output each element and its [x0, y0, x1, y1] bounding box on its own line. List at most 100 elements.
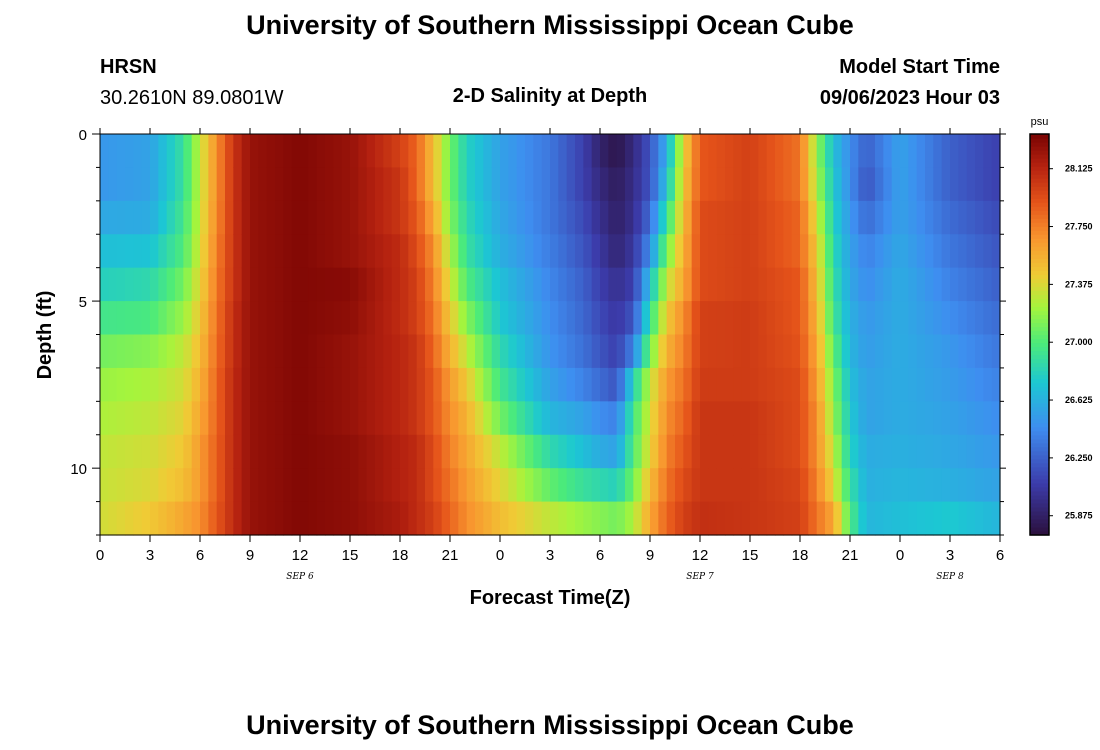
heatmap-cell — [600, 367, 609, 402]
heatmap-cell — [125, 234, 134, 269]
heatmap-cell — [225, 468, 234, 503]
heatmap-cell — [950, 434, 959, 469]
heatmap-cell — [850, 267, 859, 302]
heatmap-cell — [383, 301, 393, 336]
heatmap-cell — [133, 468, 143, 503]
heatmap-cell — [400, 334, 409, 369]
heatmap-cell — [158, 134, 168, 169]
heatmap-cell — [441, 468, 451, 503]
heatmap-cell — [150, 301, 159, 336]
colorbar-segment — [1030, 286, 1049, 291]
colorbar-segment — [1030, 322, 1049, 328]
heatmap-cell — [408, 234, 418, 269]
heatmap-cell — [716, 501, 726, 536]
heatmap-cell — [275, 301, 284, 336]
heatmap-cell — [675, 501, 684, 536]
colorbar-segment — [1030, 302, 1049, 308]
colorbar-segment — [1030, 450, 1049, 456]
heatmap-cell — [750, 234, 759, 269]
heatmap-cell — [966, 434, 976, 469]
heatmap-cell — [741, 267, 751, 302]
heatmap-cell — [391, 267, 401, 302]
heatmap-cell — [408, 167, 418, 202]
heatmap-cell — [616, 401, 626, 436]
heatmap-cell — [816, 434, 826, 469]
heatmap-cell — [733, 401, 743, 436]
heatmap-cell — [991, 200, 1001, 235]
heatmap-cell — [716, 468, 726, 503]
heatmap-cell — [941, 167, 951, 202]
heatmap-cell — [850, 200, 859, 235]
heatmap-cell — [566, 334, 576, 369]
heatmap-cell — [508, 334, 518, 369]
heatmap-cell — [825, 134, 834, 169]
heatmap-cell — [500, 301, 509, 336]
heatmap-cell — [541, 134, 551, 169]
heatmap-cell — [283, 501, 293, 536]
heatmap-cell — [866, 234, 876, 269]
heatmap-cell — [325, 501, 334, 536]
heatmap-cell — [708, 468, 718, 503]
heatmap-cell — [191, 501, 201, 536]
colorbar-segment — [1030, 186, 1049, 191]
heatmap-cell — [791, 401, 801, 436]
heatmap-cell — [508, 501, 518, 536]
heatmap-cell — [250, 200, 259, 235]
heatmap-cell — [325, 167, 334, 202]
heatmap-cell — [591, 267, 601, 302]
heatmap-cell — [633, 401, 643, 436]
heatmap-cell — [716, 401, 726, 436]
heatmap-cell — [291, 234, 301, 269]
heatmap-cell — [958, 468, 968, 503]
heatmap-cell — [466, 434, 476, 469]
heatmap-cell — [866, 301, 876, 336]
heatmap-cell — [966, 167, 976, 202]
heatmap-cell — [316, 200, 326, 235]
heatmap-cell — [108, 401, 118, 436]
heatmap-cell — [950, 134, 959, 169]
heatmap-cell — [233, 167, 243, 202]
heatmap-cell — [625, 267, 634, 302]
heatmap-cell — [558, 234, 568, 269]
heatmap-cell — [683, 234, 693, 269]
heatmap-cell — [241, 501, 251, 536]
heatmap-cell — [241, 267, 251, 302]
heatmap-cell — [925, 234, 934, 269]
heatmap-cell — [641, 334, 651, 369]
heatmap-cell — [883, 234, 893, 269]
heatmap-cell — [733, 267, 743, 302]
heatmap-cell — [766, 167, 776, 202]
heatmap-cell — [450, 267, 459, 302]
heatmap-cell — [533, 434, 543, 469]
heatmap-cell — [400, 367, 409, 402]
heatmap-cell — [600, 267, 609, 302]
heatmap-cell — [100, 301, 109, 336]
heatmap-cell — [991, 167, 1001, 202]
heatmap-cell — [916, 267, 926, 302]
colorbar-segment — [1030, 466, 1049, 472]
heatmap-cell — [966, 334, 976, 369]
heatmap-cell — [666, 334, 676, 369]
heatmap-cell — [850, 401, 859, 436]
heatmap-cell — [816, 367, 826, 402]
heatmap-cell — [950, 167, 959, 202]
heatmap-cell — [758, 367, 768, 402]
x-axis: 0 3 6 9 12 15 18 21 0 3 6 9 12 15 18 21 0 3 6 SEP 6 SEP 7 SEP… — [96, 128, 1004, 582]
heatmap-cell — [825, 468, 834, 503]
heatmap-cell — [833, 134, 843, 169]
heatmap-cell — [666, 401, 676, 436]
heatmap-cell — [108, 200, 118, 235]
heatmap-cell — [416, 367, 426, 402]
heatmap-cell — [500, 167, 509, 202]
heatmap-cell — [383, 234, 393, 269]
heatmap-cell — [266, 167, 276, 202]
heatmap-cell — [433, 401, 443, 436]
heatmap-cell — [441, 401, 451, 436]
heatmap-cell — [275, 267, 284, 302]
heatmap-cell — [858, 401, 868, 436]
heatmap-cell — [891, 334, 901, 369]
heatmap-cell — [408, 334, 418, 369]
heatmap-cell — [366, 134, 376, 169]
colorbar-segment — [1030, 174, 1049, 179]
heatmap-cell — [575, 301, 584, 336]
